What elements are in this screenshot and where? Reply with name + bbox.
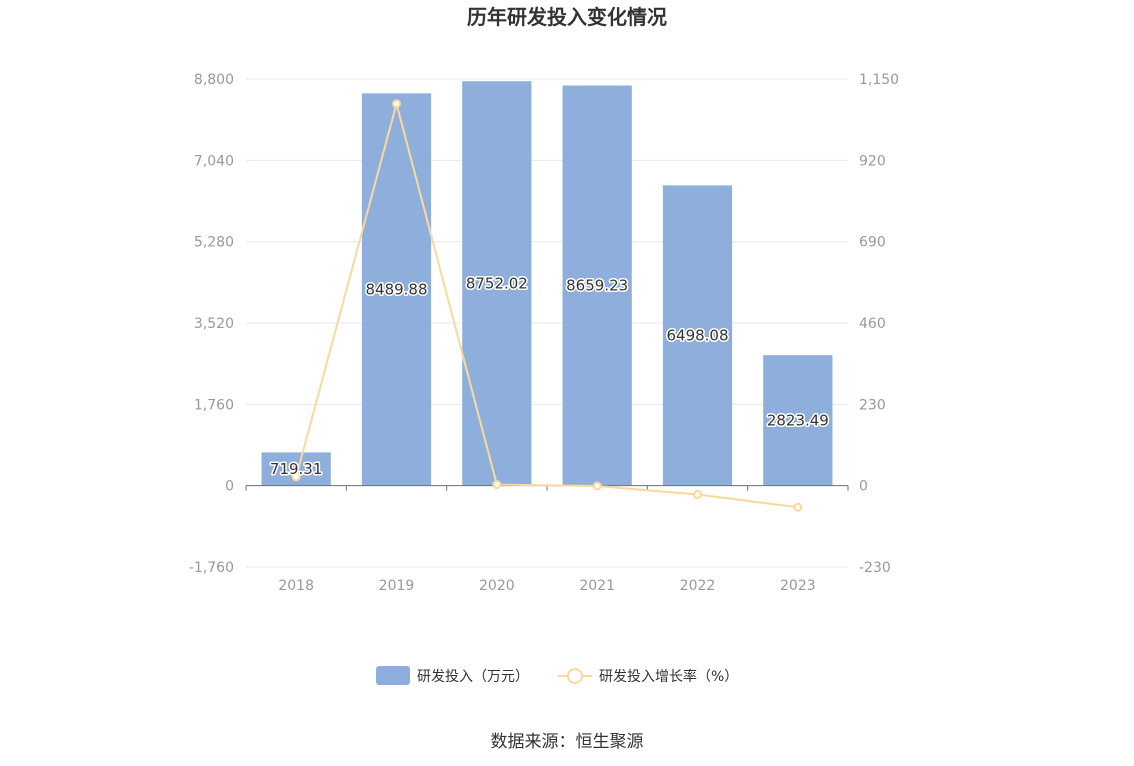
y-left-tick-label: -1,760: [189, 560, 234, 576]
gridlines: [246, 78, 848, 568]
y-left-tick-label: 1,760: [194, 397, 234, 413]
growth-point: [392, 99, 401, 109]
growth-point: [793, 502, 803, 512]
axes: -1,760 0 1,760 3,520 5,280 7,040 8,800 -230 0 230…: [189, 72, 899, 594]
bar: [763, 355, 833, 486]
legend-bar-label: 研发投入（万元）: [417, 669, 529, 685]
growth-series-line: [295, 99, 798, 509]
bar-value-label: 8659.23: [566, 277, 628, 295]
bar-value-label: 8489.88: [365, 280, 427, 298]
y-right-tick-label: 690: [859, 235, 886, 251]
y-right-tick-label: 0: [859, 479, 868, 495]
chart-title: 历年研发投入变化情况: [467, 5, 667, 29]
y-left-tick-label: 5,280: [194, 235, 234, 251]
x-tick-label: 2022: [680, 578, 716, 594]
bars: [261, 81, 833, 486]
legend-item-bar[interactable]: 研发投入（万元）: [376, 666, 529, 685]
legend-bar-swatch: [376, 666, 410, 685]
x-tick-label: 2021: [579, 578, 615, 594]
x-tick-label: 2023: [780, 578, 816, 594]
bar: [562, 85, 632, 486]
y-left-tick-label: 3,520: [194, 316, 234, 332]
x-tick-label: 2018: [278, 578, 314, 594]
growth-point: [492, 480, 502, 490]
y-left-tick-label: 0: [225, 479, 234, 495]
bar: [662, 185, 733, 486]
bar: [462, 81, 532, 486]
legend: 研发投入（万元） 研发投入增长率（%）: [376, 666, 738, 685]
y-right-tick-label: 1,150: [859, 72, 899, 88]
bar: [361, 93, 432, 486]
y-right-tick-label: 920: [859, 153, 886, 169]
legend-line-label: 研发投入增长率（%）: [599, 668, 738, 685]
source-note: 数据来源：恒生聚源: [491, 732, 644, 752]
y-right-tick-label: 230: [859, 397, 886, 413]
bar-value-label: 8752.02: [466, 274, 528, 292]
bar-value-label: 2823.49: [767, 411, 829, 429]
growth-point: [693, 490, 702, 500]
x-tick-label: 2019: [379, 578, 415, 594]
y-right-tick-label: -230: [859, 560, 891, 576]
y-left-tick-label: 7,040: [194, 153, 234, 169]
bar-labels: 719.31 8489.88 8752.02 8659.23 6498.08 2823.4…: [268, 273, 830, 480]
y-left-tick-label: 8,800: [194, 72, 234, 88]
y-right-tick-label: 460: [859, 316, 886, 332]
growth-point: [291, 472, 301, 482]
growth-line: [291, 99, 803, 512]
x-tick-label: 2020: [479, 578, 515, 594]
bar-value-label: 6498.08: [666, 327, 728, 345]
legend-item-line[interactable]: 研发投入增长率（%）: [558, 668, 738, 685]
bar-value-label: 719.31: [270, 460, 323, 478]
growth-point: [592, 481, 602, 491]
legend-line-marker: [567, 668, 583, 684]
